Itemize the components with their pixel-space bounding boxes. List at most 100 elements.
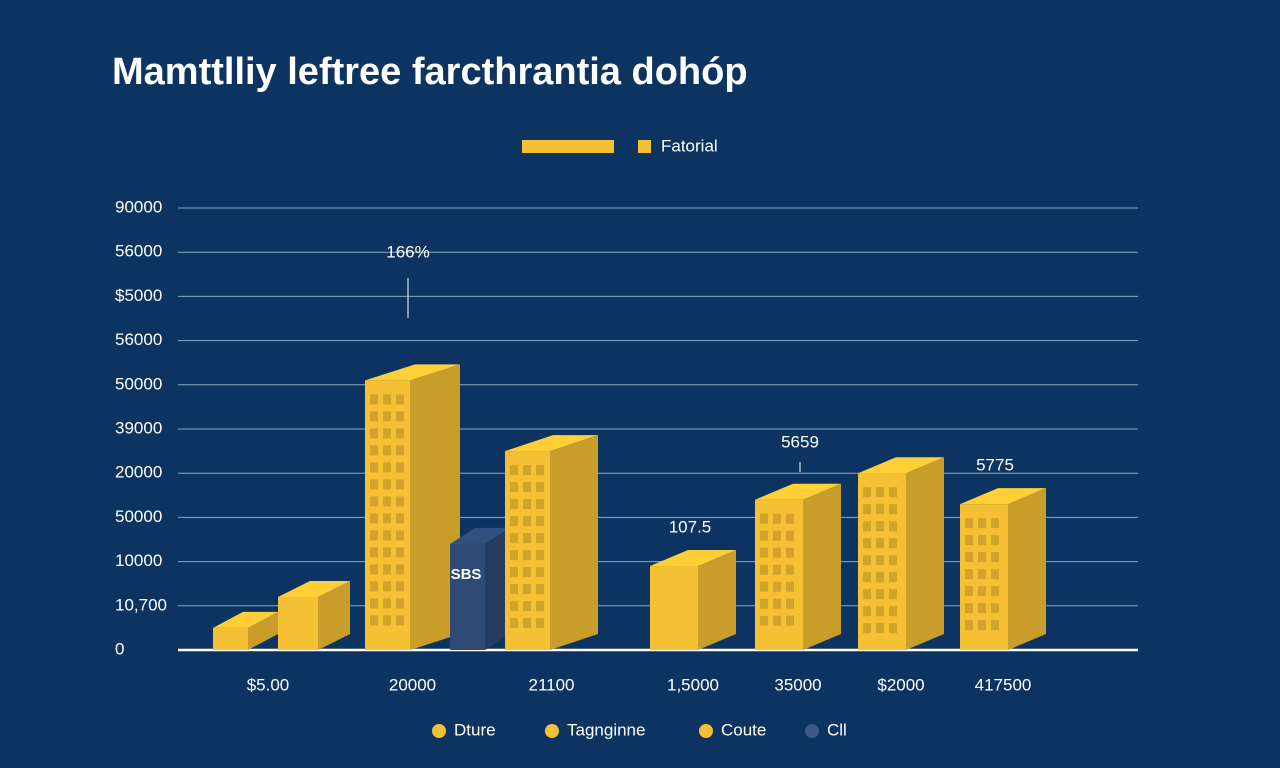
bar-window: [370, 581, 378, 592]
bar-top: [365, 364, 460, 381]
bar-window: [760, 530, 768, 541]
bar-side: [1008, 488, 1046, 650]
bar-window: [370, 598, 378, 609]
chart-title: Mamttlliy leftree farcthrantia dohóp: [112, 51, 748, 93]
bar-window: [383, 581, 391, 592]
bar-window: [396, 445, 404, 456]
bar-top: [278, 580, 350, 597]
y-tick-label: 0: [115, 639, 124, 658]
bar-window: [370, 479, 378, 490]
legend-label: Dture: [454, 720, 496, 739]
bar-window: [773, 513, 781, 524]
bar: [450, 543, 485, 650]
bar-window: [370, 513, 378, 524]
bar: [278, 596, 318, 650]
bar-window: [786, 513, 794, 524]
bar-window: [510, 533, 518, 544]
bar-top: [858, 457, 944, 474]
bar-window: [383, 598, 391, 609]
bar-window: [510, 601, 518, 612]
bar-window: [773, 530, 781, 541]
bar-window: [536, 567, 544, 578]
bar-window: [396, 547, 404, 558]
legend-dot: [805, 724, 819, 738]
bar-window: [523, 516, 531, 527]
y-tick-label: 39000: [115, 418, 162, 437]
bar-window: [383, 513, 391, 524]
bar-window: [370, 615, 378, 626]
bar-window: [396, 496, 404, 507]
bar-window: [396, 615, 404, 626]
bar-window: [889, 623, 897, 634]
bar-window: [786, 564, 794, 575]
bar-window: [965, 569, 973, 580]
bar-window: [396, 394, 404, 405]
bar-window: [965, 518, 973, 529]
bar-window: [370, 547, 378, 558]
bar-side: [698, 550, 736, 650]
bar-window: [978, 620, 986, 631]
bar-window: [536, 584, 544, 595]
legend-bar-decor: [522, 140, 614, 153]
bar-window: [396, 479, 404, 490]
bar-side: [550, 435, 598, 650]
bar-window: [396, 411, 404, 422]
bar-window: [786, 598, 794, 609]
bar-window: [536, 482, 544, 493]
bar-window: [396, 598, 404, 609]
bar-window: [510, 465, 518, 476]
bar-window: [510, 516, 518, 527]
bar-window: [396, 428, 404, 439]
annotation: 5775: [976, 455, 1014, 474]
bar-window: [396, 581, 404, 592]
bar-window: [383, 411, 391, 422]
bar-window: [965, 586, 973, 597]
bar-window: [383, 615, 391, 626]
bar-window: [370, 411, 378, 422]
bar-window: [370, 445, 378, 456]
bar-window: [876, 521, 884, 532]
bar-window: [510, 550, 518, 561]
bar-window: [863, 521, 871, 532]
bar-window: [876, 589, 884, 600]
bar-window: [510, 567, 518, 578]
bar-side: [906, 457, 944, 650]
bar-top: [450, 527, 510, 544]
bar-window: [978, 552, 986, 563]
bar-window: [510, 584, 518, 595]
legend-swatch: [638, 140, 651, 153]
bar-window: [991, 620, 999, 631]
y-tick-label: 56000: [115, 330, 162, 349]
bar-window: [760, 615, 768, 626]
bar-window: [876, 538, 884, 549]
bar-window: [383, 496, 391, 507]
bar-window: [876, 623, 884, 634]
bar-window: [760, 547, 768, 558]
bar: [213, 627, 248, 650]
x-tick-label: 417500: [975, 675, 1032, 694]
bar-window: [510, 499, 518, 510]
bar-window: [978, 586, 986, 597]
bar-window: [383, 394, 391, 405]
bar-window: [965, 620, 973, 631]
bar-window: [523, 482, 531, 493]
bar-window: [965, 552, 973, 563]
bar-window: [760, 581, 768, 592]
y-tick-label: 20000: [115, 463, 162, 482]
bar-window: [760, 513, 768, 524]
bar-window: [876, 606, 884, 617]
bar-window: [876, 487, 884, 498]
bar-window: [786, 530, 794, 541]
y-tick-label: 50000: [115, 507, 162, 526]
y-tick-label: 90000: [115, 197, 162, 216]
y-tick-label: $5000: [115, 286, 162, 305]
x-tick-label: $5.00: [247, 675, 290, 694]
bar-window: [536, 550, 544, 561]
bar-side: [485, 527, 510, 650]
bar-window: [523, 584, 531, 595]
legend-dot: [699, 724, 713, 738]
y-tick-label: 50000: [115, 374, 162, 393]
bar-window: [523, 499, 531, 510]
